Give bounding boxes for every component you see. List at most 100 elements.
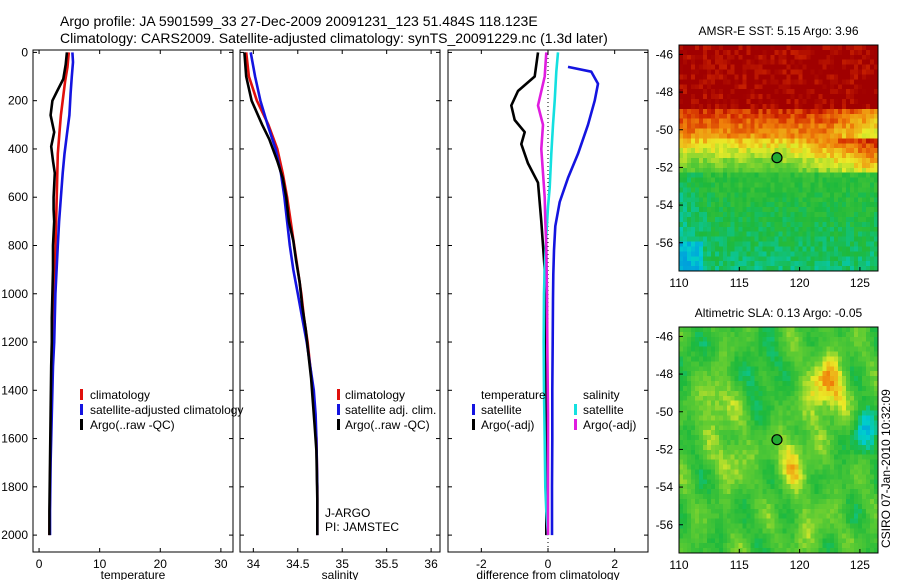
sst_map-cell xyxy=(734,187,740,193)
sla_map-cell xyxy=(806,430,811,436)
sst_map-cell xyxy=(746,45,752,51)
sst_map-cell xyxy=(846,123,851,130)
sst_map-cell xyxy=(698,59,704,66)
sla_map-cell xyxy=(806,415,811,421)
sla_map-cell xyxy=(726,454,732,461)
sst_map-cell xyxy=(686,133,692,139)
sla_map-cell xyxy=(786,449,792,456)
sla_map-cell xyxy=(874,435,879,441)
sst_map-cell xyxy=(786,118,792,125)
sst_map-cell xyxy=(746,158,752,164)
sla_map-cell xyxy=(854,518,859,525)
sla_map-cell xyxy=(762,331,768,338)
sla_map-cell xyxy=(722,415,728,421)
sst_map-cell xyxy=(802,246,807,252)
sla_map-cell xyxy=(870,420,875,426)
sla_map-cell xyxy=(858,415,863,421)
sst_map-cell xyxy=(682,167,688,174)
sla_map-cell xyxy=(690,430,696,436)
sst_map-cell xyxy=(766,182,772,189)
sst_map-cell xyxy=(782,241,788,248)
sla_map-cell xyxy=(698,425,704,431)
sst_map-cell xyxy=(694,241,700,248)
sst_map-cell xyxy=(754,172,760,179)
sla_map-cell xyxy=(694,449,700,456)
sst_map-cell xyxy=(830,49,835,56)
sla_map-cell xyxy=(738,508,744,515)
sst_map-cell xyxy=(706,246,712,252)
sst_map-cell xyxy=(746,246,752,252)
sla_map-cell xyxy=(679,508,684,515)
sla_map-cell xyxy=(862,366,867,372)
sst_map-cell xyxy=(802,103,807,110)
sst_map-cell xyxy=(770,246,776,252)
sla_map-cell xyxy=(754,341,760,348)
sla_map-cell xyxy=(726,513,732,520)
sla_map-cell xyxy=(818,459,823,466)
sla_map-cell xyxy=(746,489,752,495)
sla_map-cell xyxy=(794,464,799,471)
sst_map-cell xyxy=(862,216,867,223)
sla_map-cell xyxy=(838,543,843,549)
sla_map-cell xyxy=(778,405,784,412)
sst_map-cell xyxy=(698,172,704,179)
sla_map-cell xyxy=(718,538,724,544)
sst_map-cell xyxy=(690,123,696,130)
sst_map-cell xyxy=(706,172,712,179)
sla_map-cell xyxy=(706,361,712,367)
sst_map-cell xyxy=(706,54,712,61)
sla_map-cell xyxy=(722,331,728,338)
sst_map-cell xyxy=(810,128,815,135)
sst_map-cell xyxy=(838,231,843,238)
sst_map-cell xyxy=(722,251,728,257)
sst_map-cell xyxy=(726,148,732,154)
sst_map-cell xyxy=(758,84,764,90)
sla_map-cell xyxy=(722,336,728,343)
sla_map-cell xyxy=(830,489,835,495)
sla_map-cell xyxy=(814,543,819,549)
sst_map-cell xyxy=(730,54,736,61)
sla_map-cell xyxy=(818,351,823,358)
sst_map-cell xyxy=(746,79,752,85)
sst_map-cell xyxy=(750,113,756,120)
sst_map-cell xyxy=(830,212,835,218)
sla_map-cell xyxy=(754,454,760,461)
sst_map-cell xyxy=(850,182,855,189)
sla_map-cell xyxy=(782,366,788,372)
sst_map-cell xyxy=(754,177,760,184)
sla_map-cell xyxy=(830,454,835,461)
sla_map-cell xyxy=(846,444,851,451)
sla_map-cell xyxy=(846,400,851,407)
sla_map-cell xyxy=(710,474,716,480)
sst_map-cell xyxy=(810,207,815,213)
sla_map-cell xyxy=(866,351,871,358)
sst_map-cell xyxy=(778,162,784,169)
sst_map-cell xyxy=(778,256,784,262)
sst_map-cell xyxy=(798,128,803,135)
sla_map-cell xyxy=(790,464,796,471)
sla_map-cell xyxy=(682,449,688,456)
sla_map-cell xyxy=(774,381,780,387)
sla_map-cell xyxy=(686,440,692,446)
sla_map-cell xyxy=(810,474,815,480)
sst_map-cell xyxy=(690,64,696,71)
sla_map-cell xyxy=(874,410,879,417)
sla_map-cell xyxy=(826,371,831,377)
sst_map-cell xyxy=(790,103,796,110)
sst_map-cell xyxy=(838,221,843,228)
sst_map-cell xyxy=(746,251,752,257)
sla_map-cell xyxy=(726,538,732,544)
sst_map-cell xyxy=(806,226,811,233)
sla_map-cell xyxy=(686,327,692,333)
sst_map-cell xyxy=(730,69,736,76)
sla_map-cell xyxy=(734,489,740,495)
sst_map-cell xyxy=(810,221,815,228)
sla_map-cell xyxy=(846,405,851,412)
sst_map-cell xyxy=(742,59,748,66)
sst_map-cell xyxy=(706,108,712,115)
sla_map-cell xyxy=(718,523,724,530)
sst_map-cell xyxy=(746,236,752,243)
sst_map-cell xyxy=(698,153,704,159)
sla_map-cell xyxy=(794,474,799,480)
sla_map-cell xyxy=(862,395,867,402)
